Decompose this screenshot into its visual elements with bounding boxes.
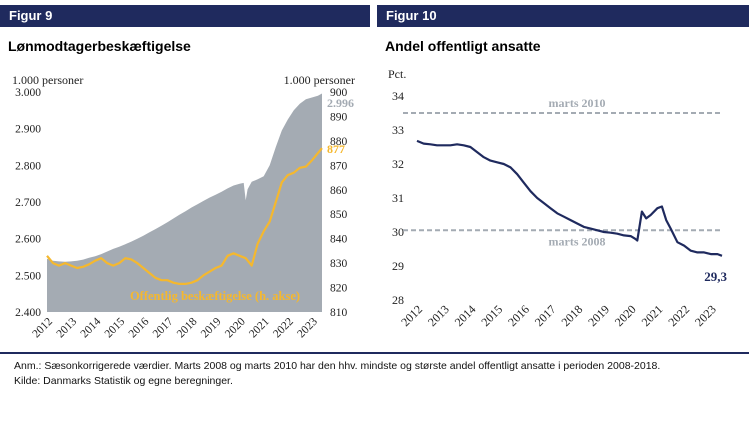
right-tick-label: 880 — [330, 136, 348, 148]
x-tick-label: 2021 — [247, 315, 272, 340]
right-tick-label: 870 — [330, 160, 348, 172]
x-tick-label: 2014 — [452, 302, 479, 329]
notes-divider — [0, 352, 749, 354]
note-kilde: Kilde: Danmarks Statistik og egne beregn… — [14, 375, 233, 387]
right-tick-label: 840 — [330, 234, 348, 246]
left-axis-unit: 1.000 personer — [12, 73, 83, 87]
public-share-chart: Pct. 28 29 30 31 32 33 34 marts 2010 marts 2008 29… — [388, 67, 728, 329]
left-tick-label: 2.700 — [15, 197, 41, 209]
right-axis-unit: 1.000 personer — [284, 73, 355, 87]
x-tick-label: 2017 — [151, 315, 176, 340]
total-end-label: 2.996 — [327, 96, 354, 110]
x-tick-label: 2021 — [639, 302, 666, 329]
x-tick-label: 2022 — [665, 302, 692, 329]
public-end-label: 877 — [327, 142, 345, 156]
right-tick-label: 860 — [330, 185, 348, 197]
y-tick-label: 34 — [392, 89, 404, 103]
left-tick-label: 2.900 — [15, 124, 41, 136]
figure-10-title: Andel offentligt ansatte — [385, 38, 541, 54]
x-tick-label: 2015 — [103, 315, 128, 340]
left-tick-label: 2.400 — [15, 307, 41, 319]
x-tick-label: 2017 — [532, 302, 559, 329]
x-tick-label: 2016 — [505, 302, 532, 329]
left-tick-label: 2.600 — [15, 234, 41, 246]
public-share-line — [416, 139, 723, 257]
x-tick-label: 2013 — [425, 302, 452, 329]
right-tick-label: 820 — [330, 283, 348, 295]
x-tick-label: 2022 — [271, 315, 296, 340]
x-tick-label: 2018 — [558, 302, 585, 329]
right-tick-label: 850 — [330, 209, 348, 221]
x-tick-label: 2019 — [199, 315, 224, 340]
total-series-annotation: Samlet beskæftigelse — [115, 147, 226, 161]
x-tick-label: 2020 — [223, 315, 248, 340]
x-tick-label: 2013 — [54, 315, 79, 340]
figure-9-label: Figur 9 — [0, 5, 370, 27]
reference-label: marts 2008 — [549, 234, 606, 248]
x-tick-label: 2019 — [585, 302, 612, 329]
x-tick-label: 2012 — [30, 315, 55, 340]
y-tick-label: 33 — [392, 123, 404, 137]
x-tick-label: 2014 — [79, 315, 104, 340]
y-tick-label: 32 — [392, 157, 404, 171]
left-tick-label: 2.800 — [15, 160, 41, 172]
right-tick-label: 810 — [330, 307, 348, 319]
x-tick-label: 2016 — [127, 315, 152, 340]
x-tick-label: 2023 — [295, 315, 320, 340]
left-tick-label: 3.000 — [15, 87, 41, 99]
figure-10-panel: Figur 10 Andel offentligt ansatte Pct. 28… — [377, 0, 749, 345]
y-tick-label: 30 — [392, 225, 404, 239]
right-tick-label: 890 — [330, 111, 348, 123]
y-tick-label: 31 — [392, 191, 404, 205]
reference-label: marts 2010 — [549, 96, 606, 110]
public-series-annotation: Offentlig beskæftigelse (h. akse) — [130, 289, 300, 303]
public-employment-line — [46, 147, 323, 285]
y-tick-label: 29 — [392, 259, 404, 273]
figure-9-title: Lønmodtagerbeskæftigelse — [8, 38, 191, 54]
x-tick-label: 2015 — [478, 302, 505, 329]
figure-10-label: Figur 10 — [377, 5, 749, 27]
y-axis-label: Pct. — [388, 67, 406, 81]
share-end-label: 29,3 — [704, 269, 727, 284]
right-tick-label: 830 — [330, 258, 348, 270]
note-anm: Anm.: Sæsonkorrigerede værdier. Marts 20… — [14, 360, 661, 372]
right-tick-label: 900 — [330, 87, 348, 99]
total-employment-area — [47, 93, 322, 312]
x-tick-label: 2018 — [175, 315, 200, 340]
y-tick-label: 28 — [392, 293, 404, 307]
x-tick-label: 2023 — [692, 302, 719, 329]
left-tick-label: 2.500 — [15, 270, 41, 282]
x-tick-label: 2020 — [612, 302, 639, 329]
figure-9-panel: Figur 9 Lønmodtagerbeskæftigelse 1.000 p… — [0, 0, 370, 345]
employment-chart: 1.000 personer 1.000 personer 2.400 2.500 2.… — [12, 73, 355, 340]
